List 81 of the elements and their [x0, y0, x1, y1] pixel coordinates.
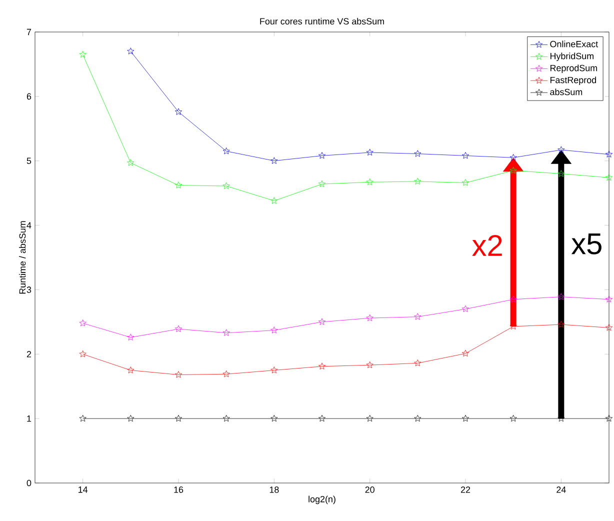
point	[270, 157, 278, 164]
point	[79, 350, 86, 358]
point	[222, 148, 230, 154]
legend-label: OnlineExact	[550, 40, 598, 48]
point	[127, 159, 134, 166]
point	[318, 152, 326, 159]
y-tick-label: 4	[26, 222, 32, 228]
point	[414, 313, 422, 320]
legend-label: FastReprod	[550, 76, 596, 85]
point	[127, 366, 134, 374]
point	[270, 197, 278, 204]
x-axis-title: log2(n)	[308, 496, 336, 504]
point	[174, 182, 182, 188]
point	[510, 166, 517, 174]
legend-label: ReprodSum	[550, 64, 597, 73]
point	[270, 326, 278, 334]
point	[79, 50, 86, 58]
x-tick-label: 18	[270, 486, 279, 493]
point	[127, 334, 134, 340]
point	[414, 414, 422, 422]
point	[414, 150, 422, 157]
point	[462, 152, 470, 159]
point	[222, 329, 230, 336]
point	[605, 150, 613, 158]
point	[558, 170, 565, 177]
point	[79, 320, 86, 326]
point	[318, 180, 326, 188]
y-tick-label: 1	[27, 415, 32, 422]
point	[366, 314, 374, 322]
point	[222, 182, 230, 189]
point	[414, 359, 422, 366]
point	[174, 371, 182, 378]
point	[510, 414, 517, 422]
x-tick-label: 22	[460, 486, 470, 493]
point	[558, 320, 565, 328]
point	[510, 154, 517, 161]
legend-label: HybridSum	[550, 52, 594, 62]
point	[318, 318, 326, 325]
point	[605, 174, 613, 181]
point	[270, 414, 278, 422]
point	[222, 414, 230, 422]
chart-title: Four cores runtime VS absSum	[260, 18, 384, 24]
point	[318, 414, 326, 422]
point	[318, 362, 326, 370]
point	[174, 325, 182, 332]
point	[270, 366, 278, 374]
x-tick-label: 16	[174, 486, 184, 493]
point	[366, 414, 374, 422]
annotation: x2	[472, 234, 502, 256]
point	[366, 148, 374, 156]
y-tick-label: 5	[26, 158, 32, 164]
point	[462, 305, 470, 312]
point	[79, 414, 86, 422]
point	[366, 178, 374, 186]
point	[222, 370, 230, 378]
annotation: x5	[571, 234, 602, 254]
point	[605, 324, 613, 331]
point	[558, 146, 565, 153]
point	[605, 296, 613, 302]
point	[605, 414, 613, 422]
point	[174, 414, 182, 422]
point	[414, 178, 422, 184]
y-tick-label: 2	[26, 351, 32, 358]
y-tick-label: 7	[26, 28, 32, 36]
point	[174, 108, 182, 115]
point	[462, 350, 470, 357]
y-tick-label: 0	[26, 480, 32, 486]
point	[558, 293, 565, 300]
y-tick-label: 6	[26, 93, 32, 100]
y-axis-title: Runtime / absSum	[19, 221, 26, 294]
point	[462, 179, 470, 186]
point	[462, 414, 470, 422]
x-tick-label: 24	[556, 486, 566, 493]
point	[127, 414, 134, 422]
legend-label: absSum	[550, 88, 582, 96]
x-tick-label: 20	[365, 486, 374, 493]
point	[127, 48, 134, 54]
point	[510, 296, 517, 302]
point	[366, 361, 374, 368]
y-tick-label: 3	[26, 286, 32, 293]
x-tick-label: 14	[78, 486, 88, 493]
